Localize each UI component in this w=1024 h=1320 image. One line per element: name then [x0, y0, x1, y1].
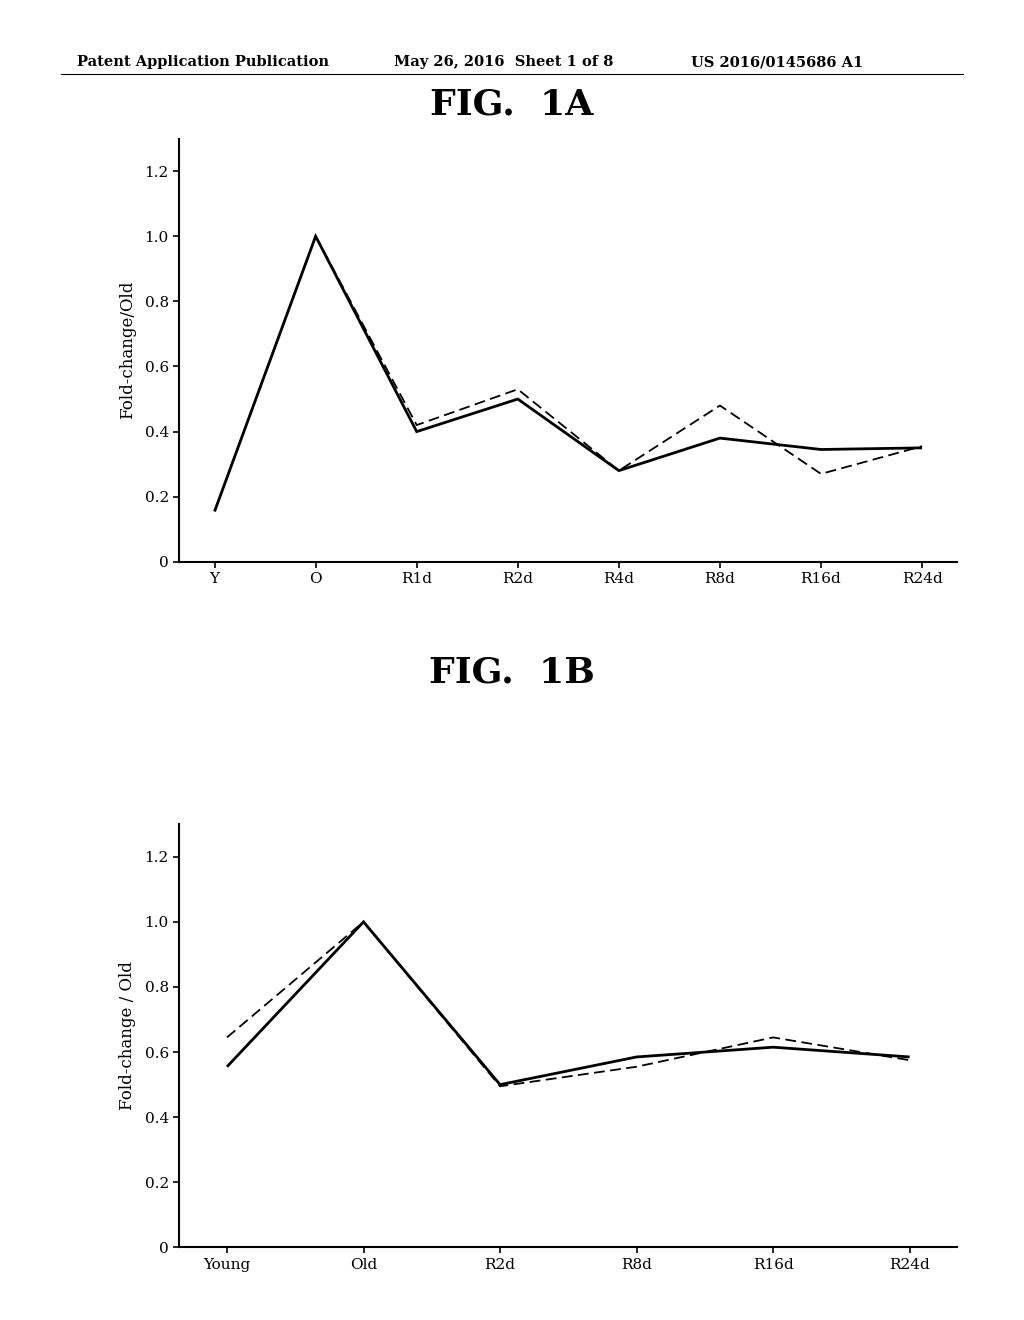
Text: Patent Application Publication: Patent Application Publication: [77, 55, 329, 70]
Text: FIG.  1A: FIG. 1A: [430, 87, 594, 121]
Text: May 26, 2016  Sheet 1 of 8: May 26, 2016 Sheet 1 of 8: [394, 55, 613, 70]
Y-axis label: Fold-change/Old: Fold-change/Old: [119, 281, 136, 420]
Text: FIG.  1B: FIG. 1B: [429, 655, 595, 689]
Text: US 2016/0145686 A1: US 2016/0145686 A1: [691, 55, 863, 70]
Y-axis label: Fold-change / Old: Fold-change / Old: [119, 961, 136, 1110]
